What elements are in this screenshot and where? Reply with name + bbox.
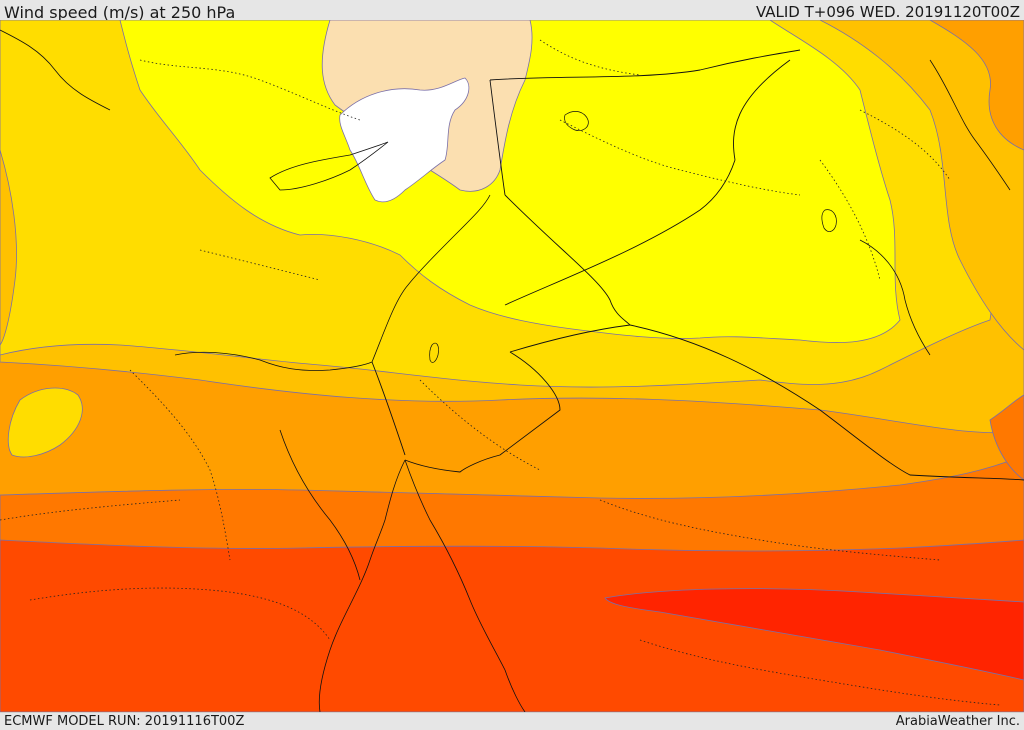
band-east-high [929, 20, 1024, 151]
band-west-edge [0, 149, 17, 346]
band-highest [604, 588, 1024, 681]
band-east-higher [989, 394, 1024, 481]
band-east-mid [819, 20, 1024, 351]
weather-map[interactable] [0, 20, 1024, 712]
credit-label: ArabiaWeather Inc. [895, 714, 1020, 729]
band-higher [0, 539, 1024, 712]
band-calm [339, 77, 470, 203]
wind-speed-map [0, 20, 1024, 712]
footer-bar: ECMWF MODEL RUN: 20191116T00Z ArabiaWeat… [0, 712, 1024, 730]
valid-time: VALID T+096 WED. 20191120T00Z [755, 3, 1020, 21]
coastlines [0, 29, 1011, 712]
model-run-label: ECMWF MODEL RUN: 20191116T00Z [4, 714, 245, 729]
country-borders [371, 49, 1024, 481]
band-low-island [7, 387, 83, 458]
header-bar: Wind speed (m/s) at 250 hPa VALID T+096 … [0, 0, 1024, 22]
admin-boundaries [0, 39, 1001, 706]
map-title: Wind speed (m/s) at 250 hPa [4, 3, 236, 22]
water-features [429, 111, 837, 363]
